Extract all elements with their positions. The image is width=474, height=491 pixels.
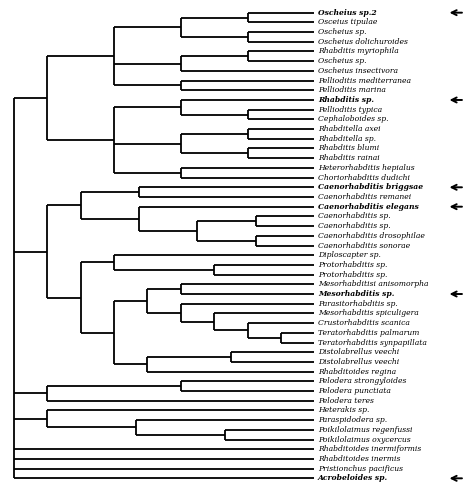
Text: Rhabditoides inermiformis: Rhabditoides inermiformis [318,445,421,453]
Text: Protorhabditis sp.: Protorhabditis sp. [318,271,387,278]
Text: Heterakis sp.: Heterakis sp. [318,407,369,414]
Text: Caenorhabditis elegans: Caenorhabditis elegans [318,203,419,211]
Text: Pristionchus pacificus: Pristionchus pacificus [318,464,403,473]
Text: Caenorhabditis sonorae: Caenorhabditis sonorae [318,242,410,249]
Text: Pellioditis typica: Pellioditis typica [318,106,382,114]
Text: Paraspidodera sp.: Paraspidodera sp. [318,416,387,424]
Text: Cephaloboides sp.: Cephaloboides sp. [318,115,389,123]
Text: Protorhabditis sp.: Protorhabditis sp. [318,261,387,269]
Text: Pellioditis mediterranea: Pellioditis mediterranea [318,77,411,84]
Text: Mesorhabditis spiculigera: Mesorhabditis spiculigera [318,309,419,317]
Text: Poikilolaimus oxycercus: Poikilolaimus oxycercus [318,436,410,443]
Text: Distolabrellus veechi: Distolabrellus veechi [318,358,399,366]
Text: Oscheius sp.: Oscheius sp. [318,57,366,65]
Text: Poikilolaimus regenfussi: Poikilolaimus regenfussi [318,426,412,434]
Text: Rhabditis myriophila: Rhabditis myriophila [318,48,399,55]
Text: Mesorhabditisi anisomorpha: Mesorhabditisi anisomorpha [318,280,428,288]
Text: Rhabditis sp.: Rhabditis sp. [318,96,374,104]
Text: Caenorhabditis remanei: Caenorhabditis remanei [318,193,411,201]
Text: Crustorhabditis scanica: Crustorhabditis scanica [318,319,410,327]
Text: Parasitorhabditis sp.: Parasitorhabditis sp. [318,300,398,308]
Text: Oscheius dolichuroides: Oscheius dolichuroides [318,38,408,46]
Text: Rhabditis rainai: Rhabditis rainai [318,154,380,162]
Text: Caenorhabditis drosophilae: Caenorhabditis drosophilae [318,232,425,240]
Text: Teratorhabditis palmarum: Teratorhabditis palmarum [318,329,419,337]
Text: Osceius tipulae: Osceius tipulae [318,18,377,27]
Text: Pelodera strongyloides: Pelodera strongyloides [318,377,406,385]
Text: Oscheius insectivora: Oscheius insectivora [318,67,398,75]
Text: Rhabditella sp.: Rhabditella sp. [318,135,376,143]
Text: Mesorhabditis sp.: Mesorhabditis sp. [318,290,394,298]
Text: Heterorhabditis hepialus: Heterorhabditis hepialus [318,164,415,172]
Text: Oscheius sp.2: Oscheius sp.2 [318,9,377,17]
Text: Pelodera punctiata: Pelodera punctiata [318,387,391,395]
Text: Oscheius sp.: Oscheius sp. [318,28,366,36]
Text: Caenorhabditis sp.: Caenorhabditis sp. [318,222,391,230]
Text: Choriorhabditis dudichi: Choriorhabditis dudichi [318,174,410,182]
Text: Pellioditis marina: Pellioditis marina [318,86,386,94]
Text: Rhabditoides regina: Rhabditoides regina [318,368,396,376]
Text: Caenorhabditis sp.: Caenorhabditis sp. [318,213,391,220]
Text: Caenorhabditis briggsae: Caenorhabditis briggsae [318,183,423,191]
Text: Rhabditella axei: Rhabditella axei [318,125,381,133]
Text: Acrobeloides sp.: Acrobeloides sp. [318,474,388,482]
Text: Diploscapter sp.: Diploscapter sp. [318,251,381,259]
Text: Pelodera teres: Pelodera teres [318,397,374,405]
Text: Rhabditoides inermis: Rhabditoides inermis [318,455,401,463]
Text: Rhabditis blumi: Rhabditis blumi [318,144,379,153]
Text: Teratorhabditis synpapillata: Teratorhabditis synpapillata [318,338,427,347]
Text: Distolabrellus veechi: Distolabrellus veechi [318,348,399,356]
